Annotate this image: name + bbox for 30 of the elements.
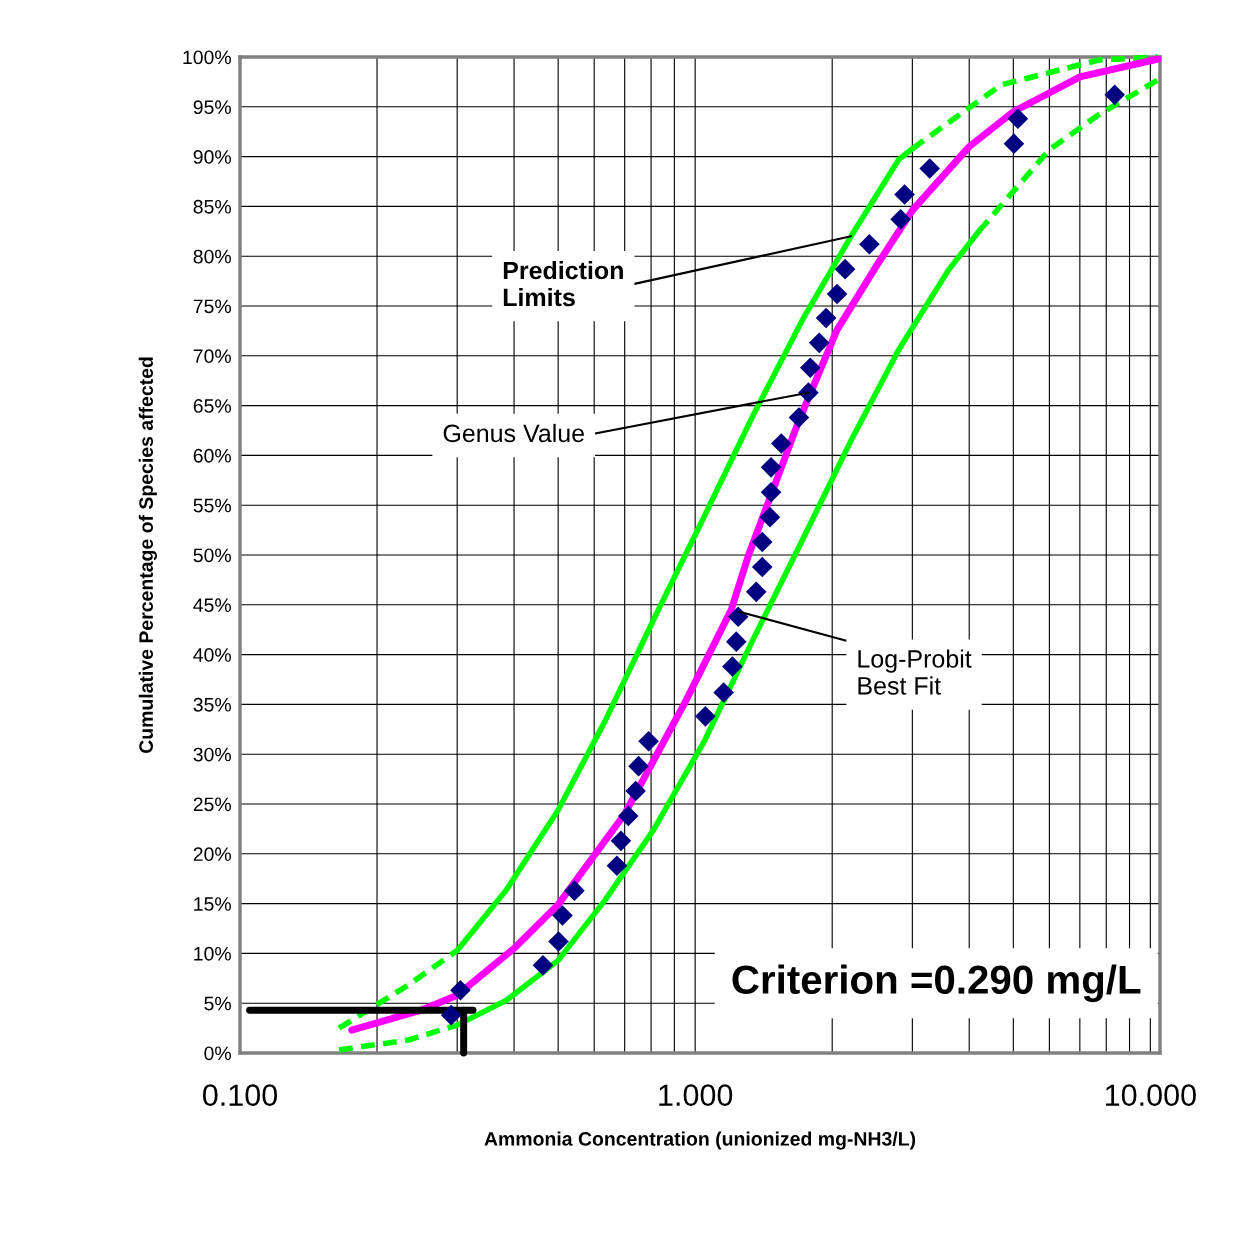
y-tick-label: 25% xyxy=(193,797,231,812)
y-tick-label: 0% xyxy=(204,1046,231,1061)
y-tick-label: 85% xyxy=(193,199,231,214)
y-tick-label: 95% xyxy=(193,100,231,115)
annotation: Prediction Limits xyxy=(503,260,623,307)
y-tick-label: 10% xyxy=(194,946,231,961)
y-tick-label: 70% xyxy=(193,349,231,364)
y-tick-label: 55% xyxy=(193,498,231,513)
y-tick-label: 50% xyxy=(193,548,231,563)
y-tick-label: 60% xyxy=(193,448,231,463)
y-tick-label: 45% xyxy=(193,598,231,613)
y-tick-label: 65% xyxy=(193,399,231,413)
annotation: Log-Probit Best Fit xyxy=(858,649,972,695)
y-tick-label: 15% xyxy=(194,897,231,911)
y-axis-title: Cumulative Percentage of Species affected xyxy=(138,357,157,754)
y-tick-label: 80% xyxy=(193,249,231,264)
y-tick-label: 35% xyxy=(193,697,231,712)
y-tick-label: 100% xyxy=(183,50,231,65)
annotation: Criterion =0.290 mg/L xyxy=(732,964,1141,1003)
annotation: Genus Value xyxy=(443,423,584,443)
x-axis-title: Ammonia Concentration (unionized mg-NH3/L) xyxy=(484,1131,916,1150)
y-tick-label: 5% xyxy=(204,996,231,1011)
y-tick-label: 90% xyxy=(193,150,231,164)
y-tick-label: 40% xyxy=(193,648,231,662)
x-tick-label: 0.100 xyxy=(202,1084,278,1106)
x-tick-label: 10.000 xyxy=(1105,1084,1196,1106)
y-tick-label: 30% xyxy=(193,747,231,762)
y-tick-label: 75% xyxy=(193,299,231,314)
x-tick-label: 1.000 xyxy=(659,1084,733,1106)
y-tick-label: 20% xyxy=(193,847,231,862)
